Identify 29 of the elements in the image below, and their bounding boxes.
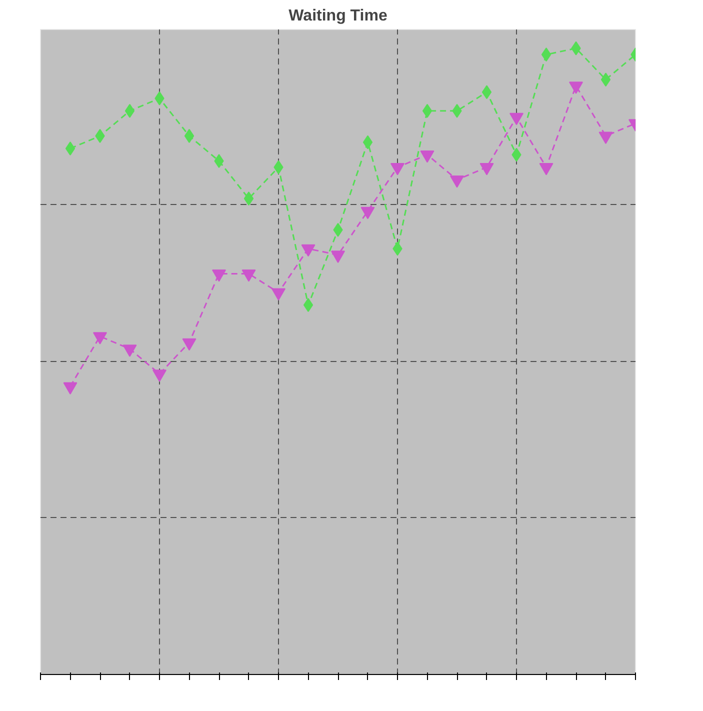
point [541, 48, 552, 62]
point [124, 104, 135, 118]
point [420, 150, 434, 163]
point [122, 344, 137, 357]
point [362, 135, 373, 150]
point [63, 382, 78, 394]
point [482, 85, 492, 100]
point [93, 332, 107, 344]
point [390, 163, 404, 176]
point [303, 298, 314, 312]
point [184, 128, 194, 143]
point [510, 112, 524, 126]
point [65, 141, 76, 156]
point [450, 176, 464, 188]
point [422, 104, 432, 118]
point [600, 72, 611, 87]
point [480, 163, 494, 176]
point [360, 206, 375, 220]
point [242, 269, 256, 282]
point [301, 244, 316, 257]
chart-title: Waiting Time [288, 8, 388, 24]
point [182, 338, 196, 351]
point [331, 250, 345, 263]
point [598, 132, 613, 144]
point [272, 288, 286, 301]
point [152, 370, 166, 382]
point [244, 192, 254, 206]
point [212, 269, 226, 282]
point [539, 163, 554, 176]
